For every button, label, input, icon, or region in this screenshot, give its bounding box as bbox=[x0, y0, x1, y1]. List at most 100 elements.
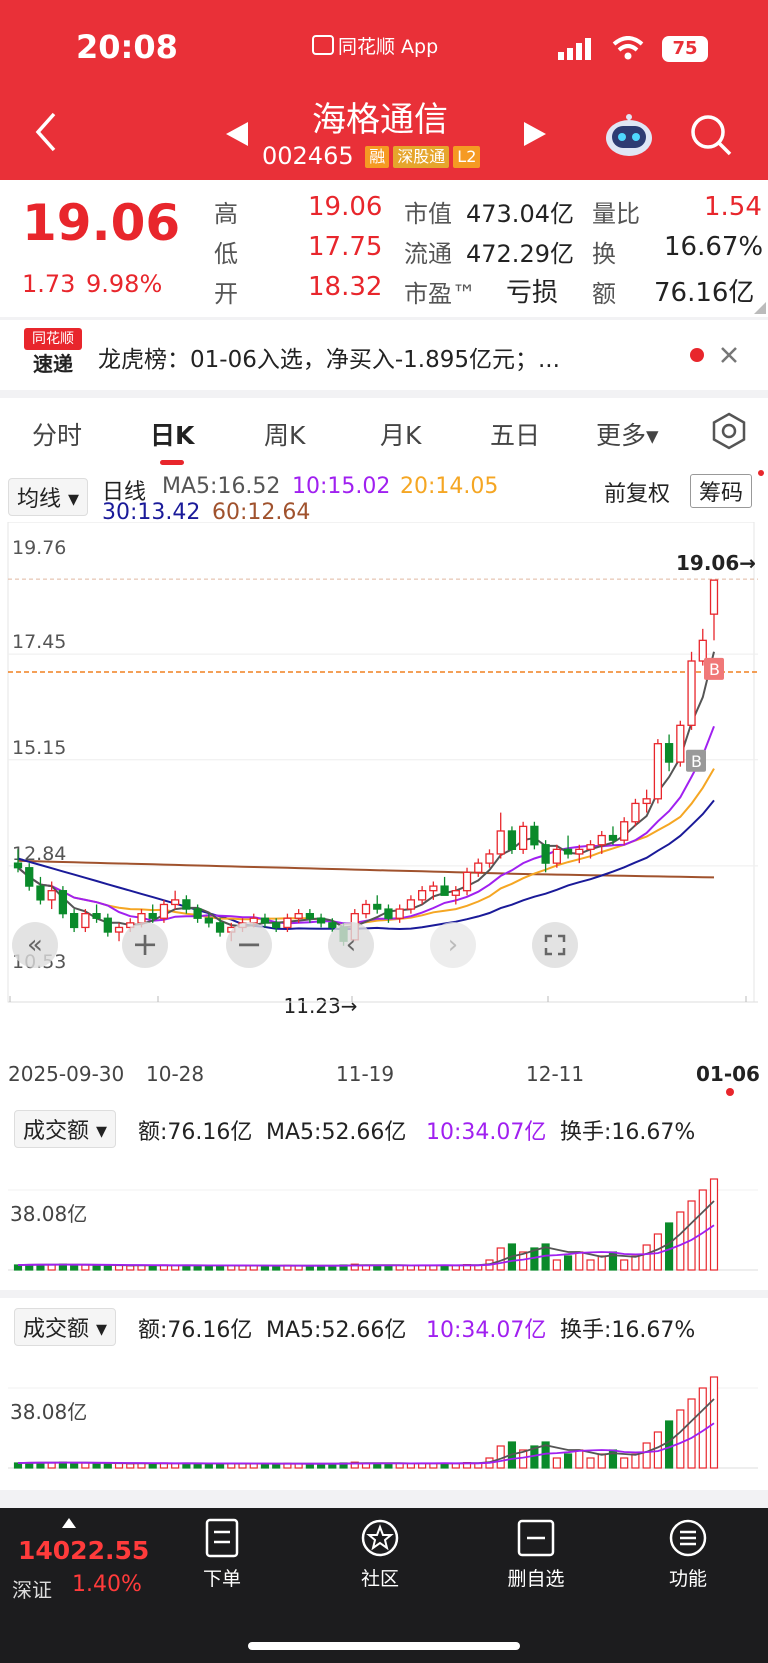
fullscreen-button[interactable] bbox=[532, 922, 578, 968]
candle bbox=[103, 917, 112, 933]
y-tick-label: 19.76 bbox=[12, 537, 66, 559]
ma5-line bbox=[17, 651, 715, 929]
zoom-in-button[interactable]: + bbox=[122, 922, 168, 968]
vol-ma5-line bbox=[17, 1200, 715, 1267]
volume-select-1[interactable]: 成交额 ▾ bbox=[14, 1110, 117, 1148]
candle bbox=[541, 844, 550, 864]
back-icon[interactable] bbox=[34, 112, 58, 156]
badge-connect: 深股通 bbox=[393, 146, 450, 168]
volume-bar bbox=[92, 1462, 101, 1469]
volume-bar bbox=[575, 1449, 584, 1469]
robot-assistant-icon[interactable] bbox=[604, 112, 654, 162]
high-value: 19.06 bbox=[308, 192, 383, 222]
status-time: 20:08 bbox=[76, 28, 178, 66]
volume-svg-1 bbox=[8, 1178, 758, 1271]
low-value: 17.75 bbox=[308, 232, 383, 262]
header-bar: 20:08 同花顺 App 75 海格通信 002465 融深股通 L2 bbox=[0, 0, 768, 180]
order-button[interactable]: 下单 bbox=[172, 1518, 272, 1591]
scroll-left-button[interactable]: ‹ bbox=[328, 922, 374, 968]
expand-corner-icon[interactable] bbox=[754, 302, 766, 314]
volume-bar bbox=[676, 1409, 685, 1469]
chip-button[interactable]: 筹码 bbox=[690, 474, 753, 508]
candle bbox=[272, 922, 281, 929]
candle bbox=[519, 825, 528, 850]
candle bbox=[283, 917, 292, 929]
volume-bar bbox=[597, 1453, 606, 1469]
candle bbox=[575, 848, 584, 855]
open-value: 18.32 bbox=[308, 272, 383, 302]
amount-value: 76.16亿 bbox=[654, 278, 755, 308]
tab-monthly[interactable]: 月K bbox=[380, 421, 422, 450]
volume-select-2[interactable]: 成交额 ▾ bbox=[14, 1308, 117, 1346]
candle bbox=[193, 908, 202, 919]
volume-bar bbox=[552, 1457, 561, 1469]
volume-bar bbox=[586, 1259, 595, 1271]
index-pct: 1.40% bbox=[72, 1572, 142, 1597]
volume-bar bbox=[563, 1453, 573, 1469]
search-icon[interactable] bbox=[690, 114, 732, 160]
candle bbox=[114, 926, 124, 933]
float-label: 流通 bbox=[404, 240, 452, 268]
news-logo: 同花顺 速递 bbox=[24, 328, 82, 382]
candle bbox=[36, 885, 45, 901]
index-up-arrow-icon bbox=[62, 1518, 76, 1528]
scroll-right-button[interactable]: › bbox=[430, 922, 476, 968]
tab-weekly[interactable]: 周K bbox=[264, 421, 306, 450]
badge-margin: 融 bbox=[365, 146, 390, 168]
zoom-out-button[interactable]: « bbox=[12, 922, 58, 968]
function-button[interactable]: 功能 bbox=[638, 1518, 738, 1591]
volume-svg-2 bbox=[8, 1376, 758, 1469]
tab-five-day[interactable]: 五日 bbox=[490, 421, 541, 450]
candle bbox=[204, 917, 213, 924]
app-label: 同花顺 App bbox=[312, 32, 438, 59]
volume-bar bbox=[676, 1211, 685, 1271]
candle bbox=[182, 899, 191, 910]
y-tick-label: 15.15 bbox=[12, 737, 66, 759]
vol-ylabel-1: 38.08亿 bbox=[10, 1202, 88, 1226]
kline-chart[interactable]: 均线 ▾ 日线 MA5:16.52 10:15.02 20:14.05 30:1… bbox=[0, 466, 768, 1106]
candle bbox=[373, 903, 382, 910]
volume-panel-1[interactable]: 成交额 ▾ 额:76.16亿 MA5:52.66亿 10:34.07亿 换手:1… bbox=[0, 1100, 768, 1290]
ma5-value: MA5:16.52 bbox=[162, 474, 281, 499]
pe-label: 市盈™ bbox=[404, 280, 476, 308]
adjust-mode[interactable]: 前复权 bbox=[604, 482, 671, 507]
prev-stock-icon[interactable] bbox=[226, 122, 248, 150]
close-icon[interactable] bbox=[720, 346, 738, 364]
current-price: 19.06 bbox=[22, 194, 181, 252]
settings-icon[interactable] bbox=[710, 412, 748, 450]
candle bbox=[316, 917, 326, 924]
vol-turnover-1: 换手:16.67% bbox=[560, 1120, 696, 1145]
ma60-line bbox=[17, 859, 715, 879]
candle bbox=[81, 913, 90, 929]
x-label-3: 12-11 bbox=[526, 1062, 585, 1086]
news-text[interactable]: 龙虎榜：01-06入选，净买入-1.895亿元；... bbox=[98, 347, 560, 373]
zoom-minus-button[interactable]: − bbox=[226, 922, 272, 968]
ma-select[interactable]: 均线 ▾ bbox=[8, 478, 89, 516]
remove-watchlist-button[interactable]: 删自选 bbox=[486, 1518, 586, 1591]
index-value[interactable]: 14022.55 bbox=[18, 1536, 150, 1565]
candle bbox=[451, 890, 460, 896]
volume-bar bbox=[92, 1264, 101, 1271]
volume-panel-2[interactable]: 成交额 ▾ 额:76.16亿 MA5:52.66亿 10:34.07亿 换手:1… bbox=[0, 1298, 768, 1490]
tab-daily[interactable]: 日K bbox=[150, 421, 195, 450]
last-price-label: 19.06→ bbox=[676, 551, 756, 575]
candle bbox=[462, 871, 472, 892]
next-stock-icon[interactable] bbox=[524, 122, 546, 150]
volume-bar bbox=[586, 1457, 595, 1469]
badge-l2: L2 bbox=[453, 146, 481, 168]
candle bbox=[148, 913, 157, 919]
tab-intraday[interactable]: 分时 bbox=[32, 421, 83, 450]
candle bbox=[586, 844, 595, 850]
buy-marker bbox=[704, 657, 724, 680]
volume-bar bbox=[81, 1264, 90, 1271]
tab-more[interactable]: 更多▾ bbox=[596, 421, 659, 450]
community-button[interactable]: 社区 bbox=[330, 1518, 430, 1591]
news-bar[interactable]: 同花顺 速递 龙虎榜：01-06入选，净买入-1.895亿元；... bbox=[0, 320, 768, 390]
vol-ylabel-2: 38.08亿 bbox=[10, 1400, 88, 1424]
stock-code: 002465 bbox=[262, 142, 354, 170]
ma-type: 日线 bbox=[102, 480, 147, 505]
vol-ma5-2: MA5:52.66亿 bbox=[266, 1318, 407, 1343]
candle bbox=[92, 913, 101, 919]
x-label-1: 10-28 bbox=[146, 1062, 205, 1086]
